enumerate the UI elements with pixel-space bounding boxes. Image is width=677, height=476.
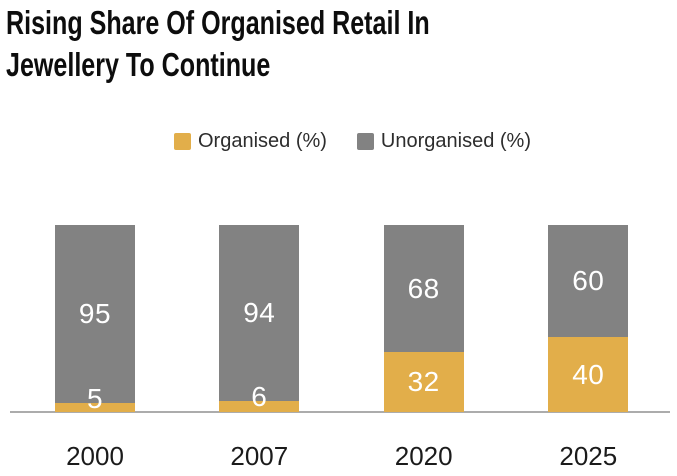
chart-title-line2: Jewellery To Continue bbox=[6, 46, 271, 83]
x-axis-label-2000: 2000 bbox=[66, 441, 124, 471]
legend-label-organised: Organised (%) bbox=[197, 130, 327, 152]
bar-segment-organised-2020 bbox=[383, 352, 464, 412]
value-label-unorganised-2020: 68 bbox=[407, 272, 440, 304]
value-label-organised-2007: 6 bbox=[251, 380, 268, 412]
bar-segment-organised-2000 bbox=[55, 402, 135, 412]
value-label-unorganised-2000: 95 bbox=[78, 297, 112, 329]
x-axis-line bbox=[10, 411, 670, 413]
bar-segment-unorganised-2000 bbox=[55, 225, 135, 403]
value-label-organised-2025: 40 bbox=[572, 358, 605, 390]
value-label-unorganised-2007: 94 bbox=[243, 296, 276, 328]
legend: Organised (%) Unorganised (%) bbox=[14, 130, 677, 153]
bar-segment-unorganised-2007 bbox=[219, 225, 300, 401]
chart-title: Rising Share Of Organised Retail In Jewe… bbox=[6, 2, 430, 86]
legend-item-organised: Organised (%) bbox=[173, 130, 327, 153]
bar-segment-organised-2025 bbox=[548, 337, 629, 412]
value-label-organised-2020: 32 bbox=[407, 366, 440, 398]
legend-swatch-organised-icon bbox=[173, 133, 191, 150]
bar-segment-unorganised-2020 bbox=[383, 225, 464, 353]
x-axis-label-2025: 2025 bbox=[559, 441, 618, 471]
value-label-unorganised-2025: 60 bbox=[572, 265, 605, 297]
bar-segment-organised-2007 bbox=[219, 400, 300, 412]
legend-item-unorganised: Unorganised (%) bbox=[356, 130, 531, 153]
x-axis-label-2020: 2020 bbox=[394, 441, 453, 471]
legend-label-unorganised: Unorganised (%) bbox=[380, 130, 531, 152]
x-axis-label-2007: 2007 bbox=[230, 441, 289, 471]
bar-segment-unorganised-2025 bbox=[548, 225, 629, 338]
value-label-organised-2000: 5 bbox=[86, 382, 104, 414]
legend-swatch-unorganised-icon bbox=[356, 133, 374, 150]
chart-title-line1: Rising Share Of Organised Retail In bbox=[6, 4, 430, 41]
